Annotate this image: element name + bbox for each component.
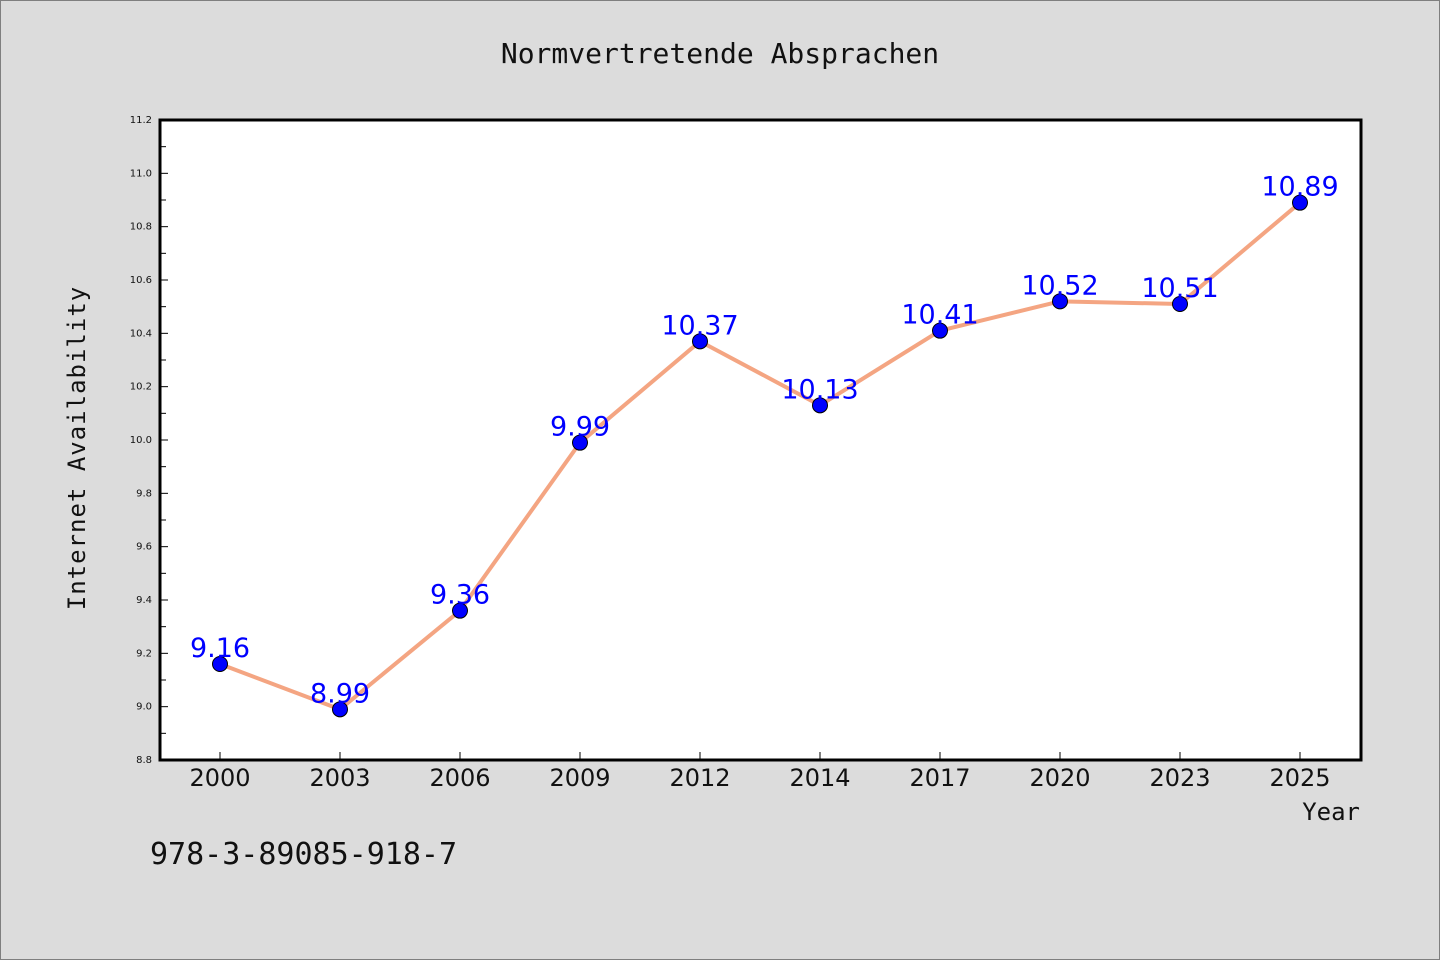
y-axis-ticks: 8.8 9.0 9.2 9.4 9.6 9.8 10.0 10.2 10.4 10.6 10.8 11… bbox=[130, 115, 168, 766]
y-tick-label: 10.6 bbox=[130, 275, 152, 286]
y-tick-label: 10.0 bbox=[130, 435, 152, 446]
x-tick-label: 2006 bbox=[429, 764, 490, 792]
plot-frame bbox=[158, 118, 1363, 762]
y-tick-label: 11.0 bbox=[130, 168, 152, 179]
data-label: 10.41 bbox=[901, 300, 978, 331]
data-point bbox=[1292, 194, 1308, 211]
y-tick-label: 8.8 bbox=[136, 755, 152, 766]
y-tick-label: 9.8 bbox=[136, 488, 152, 499]
x-axis-label: Year bbox=[1302, 798, 1360, 826]
data-label: 10.51 bbox=[1141, 273, 1218, 304]
data-label: 10.52 bbox=[1021, 270, 1098, 301]
y-tick-label: 10.8 bbox=[130, 222, 152, 233]
data-label: 10.89 bbox=[1261, 172, 1338, 203]
y-tick-label: 9.0 bbox=[136, 702, 152, 713]
x-tick-label: 2017 bbox=[909, 764, 970, 792]
data-point bbox=[932, 322, 948, 339]
data-point bbox=[572, 434, 588, 451]
chart-title: Normvertretende Absprachen bbox=[501, 37, 939, 70]
x-axis-ticks: 2000 2003 2006 2009 2012 2014 2017 2020 2023 2025 bbox=[189, 752, 1331, 792]
y-tick-label: 10.2 bbox=[130, 382, 152, 393]
data-label: 9.36 bbox=[430, 580, 490, 611]
data-label: 10.13 bbox=[781, 374, 858, 405]
data-point bbox=[212, 656, 228, 672]
data-label: 10.37 bbox=[661, 310, 738, 341]
x-tick-label: 2009 bbox=[549, 764, 610, 792]
x-tick-label: 2012 bbox=[669, 764, 730, 792]
series-group: 9.16 8.99 9.36 9.99 10.37 10.13 10.41 10.52 10.5… bbox=[190, 172, 1339, 718]
x-tick-label: 2003 bbox=[309, 764, 370, 792]
y-tick-label: 9.6 bbox=[136, 542, 152, 553]
series-line bbox=[219, 201, 1302, 712]
data-point bbox=[332, 701, 348, 718]
y-tick-label: 9.2 bbox=[136, 648, 152, 659]
y-tick-label: 9.4 bbox=[136, 595, 152, 606]
y-tick-label: 10.4 bbox=[130, 328, 152, 339]
y-axis-label: Internet Availability bbox=[63, 286, 91, 610]
data-point bbox=[452, 602, 468, 619]
x-tick-label: 2000 bbox=[189, 764, 250, 792]
footer-text: 978-3-89085-918-7 bbox=[150, 837, 457, 872]
data-point bbox=[692, 333, 708, 350]
data-label: 9.16 bbox=[190, 633, 250, 664]
data-label: 8.99 bbox=[310, 678, 370, 709]
x-tick-label: 2020 bbox=[1029, 764, 1090, 792]
y-tick-label: 11.2 bbox=[130, 115, 152, 126]
data-point bbox=[1172, 296, 1188, 312]
x-tick-label: 2014 bbox=[789, 764, 850, 792]
x-tick-label: 2025 bbox=[1269, 764, 1330, 792]
plot-area bbox=[160, 120, 1361, 760]
data-point bbox=[1052, 293, 1068, 310]
data-point bbox=[812, 397, 828, 414]
x-tick-label: 2023 bbox=[1149, 764, 1210, 792]
data-label: 9.99 bbox=[550, 412, 610, 443]
